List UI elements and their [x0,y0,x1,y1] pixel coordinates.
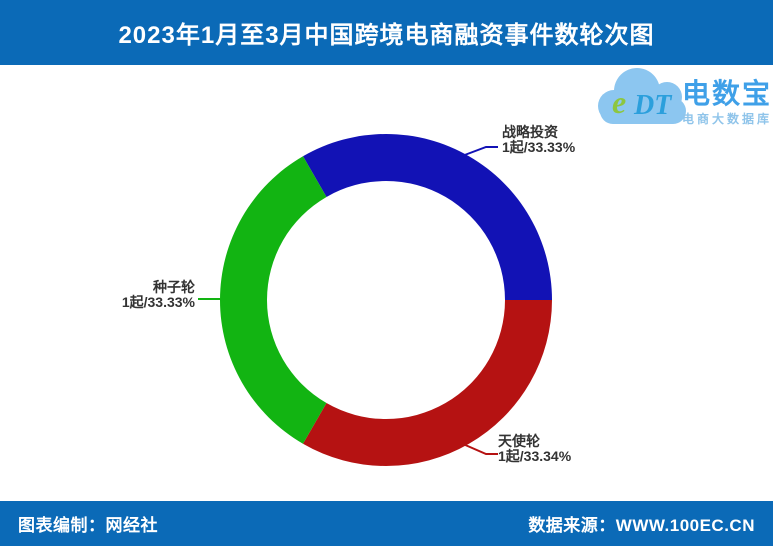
footer-source: 数据来源：WWW.100EC.CN [528,516,755,535]
cloud-icon: e DT [598,68,690,138]
slice-value: 1起/33.33% [502,139,576,155]
slice-value: 1起/33.33% [121,294,195,310]
cloud-base-icon [600,98,686,124]
slice-label-strategic-investment: 战略投资 1起/33.33% [502,125,575,155]
donut-slice-战略投资 [303,133,552,300]
logo-subtitle: 电商大数据库 [682,112,773,126]
slice-value: 1起/33.34% [498,448,572,464]
leader-line-天使轮 [462,443,498,455]
slice-name: 种子轮 [153,279,195,295]
edt-logo: e DT 电数宝 电商大数据库 [598,66,773,144]
logo-letters-dt: DT [634,90,672,121]
donut-slice-天使轮 [302,299,552,467]
slice-label-angel-round: 天使轮 1起/33.34% [498,434,571,464]
slice-label-seed-round: 种子轮 1起/33.33% [122,280,195,310]
logo-name: 电数宝 [682,78,773,109]
slice-name: 天使轮 [498,433,540,449]
page-title: 2023年1月至3月中国跨境电商融资事件数轮次图 [118,22,655,49]
footer-bar: 图表编制：网经社 数据来源：WWW.100EC.CN [0,501,773,546]
leader-line-战略投资 [461,146,498,157]
title-banner: 2023年1月至3月中国跨境电商融资事件数轮次图 [0,0,773,65]
slice-name: 战略投资 [502,124,558,140]
donut-slice-种子轮 [219,156,327,444]
footer-credit: 图表编制：网经社 [18,516,158,535]
logo-letter-e: e [612,84,627,120]
